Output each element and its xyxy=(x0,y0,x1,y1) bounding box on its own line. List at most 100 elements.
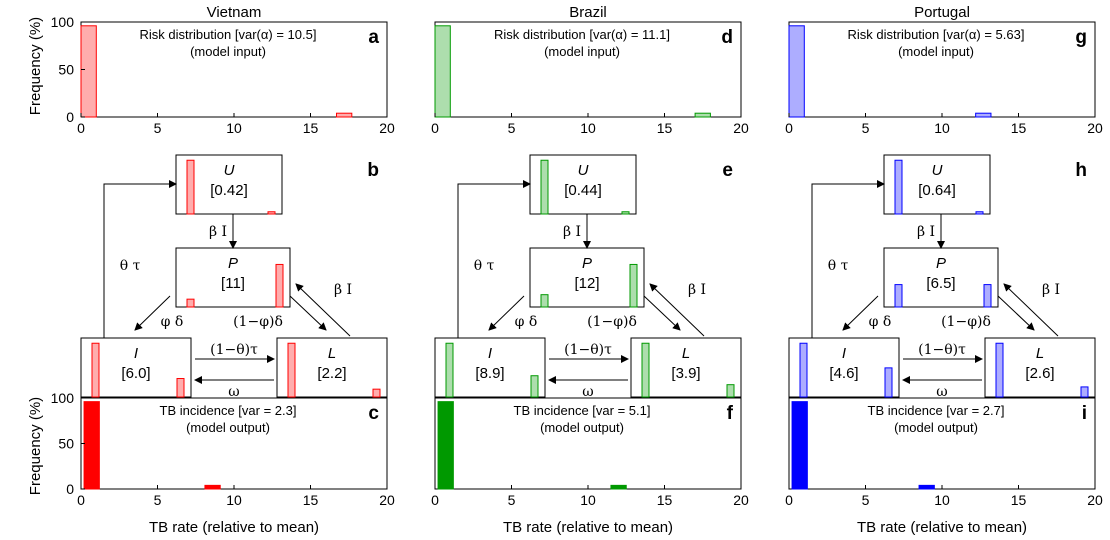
incidence-hist-xtick-label: 15 xyxy=(1011,492,1027,508)
compartment-l-value: [3.9] xyxy=(671,365,700,382)
arrow-i-to-u xyxy=(811,180,885,338)
arrow-p-to-i xyxy=(488,295,525,331)
compartment-l-value: [2.6] xyxy=(1025,365,1054,382)
risk-hist-xtick-label: 0 xyxy=(785,120,793,136)
panel-letter: b xyxy=(367,160,379,181)
column-title: Vietnam xyxy=(207,4,262,21)
incidence-hist-annotation-sub: (model output) xyxy=(186,420,270,435)
incidence-hist-xtick-label: 10 xyxy=(226,492,242,508)
incidence-hist-xtick-label: 15 xyxy=(303,492,319,508)
compartment-u-bar xyxy=(975,211,984,215)
incidence-hist-xtick-label: 10 xyxy=(580,492,596,508)
risk-hist-xtick-label: 15 xyxy=(1011,120,1027,136)
risk-hist-xtick-label: 20 xyxy=(733,120,749,136)
compartment-i-label: I xyxy=(842,345,846,362)
arrow-p-to-i xyxy=(134,295,171,331)
incidence-hist-xtick-label: 20 xyxy=(1087,492,1103,508)
compartment-i-label: I xyxy=(134,345,138,362)
flow-label-omega: ω xyxy=(936,384,947,400)
arrow-p-to-l xyxy=(643,295,681,331)
compartment-p-box xyxy=(529,247,645,308)
compartment-p-value: [6.5] xyxy=(926,275,955,292)
flow-label-one-minus-phi-delta: (1−φ)δ xyxy=(587,314,637,330)
flow-label-one-minus-phi-delta: (1−φ)δ xyxy=(233,314,283,330)
risk-hist-bar xyxy=(694,112,711,118)
risk-hist-xtick-label: 5 xyxy=(154,120,162,136)
x-axis-label: TB rate (relative to mean) xyxy=(503,519,673,536)
compartment-p-bar xyxy=(186,298,195,308)
flow-label-beta-i-return: β I xyxy=(688,282,706,298)
risk-hist-xtick-label: 15 xyxy=(303,120,319,136)
compartment-l-bar xyxy=(372,388,381,398)
incidence-hist-xtick-label: 0 xyxy=(785,492,793,508)
arrow-p-to-i xyxy=(842,295,879,331)
panel-letter: c xyxy=(368,403,379,424)
panel-letter: h xyxy=(1075,160,1087,181)
risk-hist-xtick-label: 0 xyxy=(431,120,439,136)
compartment-i-bar xyxy=(884,367,893,398)
risk-hist-xtick-label: 10 xyxy=(580,120,596,136)
risk-hist-annotation-sub: (model input) xyxy=(190,44,266,59)
incidence-hist-xtick-label: 20 xyxy=(733,492,749,508)
flow-label-beta-i: β I xyxy=(563,224,581,240)
compartment-u-value: [0.42] xyxy=(210,182,248,199)
compartment-p-value: [11] xyxy=(221,275,245,292)
column-title: Portugal xyxy=(914,4,970,21)
incidence-hist-xtick-label: 10 xyxy=(934,492,950,508)
panel-letter: i xyxy=(1082,403,1087,424)
column-title: Brazil xyxy=(569,4,607,21)
x-axis-label: TB rate (relative to mean) xyxy=(857,519,1027,536)
incidence-hist-annotation-sub: (model output) xyxy=(894,420,978,435)
flow-label-omega: ω xyxy=(582,384,593,400)
risk-hist-xtick-label: 5 xyxy=(862,120,870,136)
compartment-i-bar xyxy=(176,378,185,398)
panel-letter: a xyxy=(368,27,379,48)
compartment-l-bar xyxy=(641,342,650,398)
compartment-u-value: [0.44] xyxy=(564,182,602,199)
compartment-i-value: [6.0] xyxy=(121,365,150,382)
compartment-u-bar xyxy=(267,211,276,215)
panel-letter: d xyxy=(721,27,733,48)
arrow-l-to-p xyxy=(1003,283,1059,337)
compartment-u-bar xyxy=(186,159,195,215)
flow-label-theta-tau: θ τ xyxy=(120,258,141,274)
compartment-p-value: [12] xyxy=(574,275,599,292)
risk-hist-ytick-label: 50 xyxy=(58,62,74,78)
incidence-hist-bar xyxy=(83,401,100,490)
compartment-u-label: U xyxy=(932,162,943,179)
risk-hist-annotation-sub: (model input) xyxy=(898,44,974,59)
compartment-i-bar xyxy=(445,342,454,398)
compartment-p-bar xyxy=(894,284,903,308)
compartment-l-label: L xyxy=(1036,345,1044,362)
risk-hist-annotation: Risk distribution [var(α) = 10.5] xyxy=(140,27,317,42)
flow-label-beta-i-return: β I xyxy=(1042,282,1060,298)
panel-letter: g xyxy=(1075,27,1087,48)
incidence-hist-bar xyxy=(610,484,627,490)
compartment-l-bar xyxy=(995,342,1004,398)
compartment-p-label: P xyxy=(228,255,238,272)
panel-letter: f xyxy=(727,403,734,424)
flow-label-one-minus-theta-tau: (1−θ)τ xyxy=(210,342,258,358)
flow-label-omega: ω xyxy=(228,384,239,400)
risk-hist-ytick-label: 100 xyxy=(51,14,75,30)
arrow-p-to-l xyxy=(289,295,327,331)
incidence-hist-xtick-label: 0 xyxy=(431,492,439,508)
compartment-u-label: U xyxy=(224,162,235,179)
compartment-u-bar xyxy=(621,211,630,215)
compartment-u-value: [0.64] xyxy=(918,182,956,199)
compartment-u-label: U xyxy=(578,162,589,179)
incidence-hist-xtick-label: 0 xyxy=(77,492,85,508)
risk-hist-annotation: Risk distribution [var(α) = 5.63] xyxy=(848,27,1025,42)
compartment-u-bar xyxy=(540,159,549,215)
risk-hist-bar xyxy=(80,25,97,118)
risk-hist-annotation: Risk distribution [var(α) = 11.1] xyxy=(494,27,670,42)
flow-label-one-minus-theta-tau: (1−θ)τ xyxy=(564,342,612,358)
country-column-brazil: Brazil 0 5 10 15 20 d Risk distribution [var(α)… xyxy=(431,4,749,536)
compartment-i-bar xyxy=(799,342,808,398)
compartment-p-label: P xyxy=(582,255,592,272)
flow-label-theta-tau: θ τ xyxy=(474,258,495,274)
flow-label-one-minus-theta-tau: (1−θ)τ xyxy=(918,342,966,358)
risk-hist-xtick-label: 15 xyxy=(657,120,673,136)
incidence-hist-xtick-label: 5 xyxy=(154,492,162,508)
